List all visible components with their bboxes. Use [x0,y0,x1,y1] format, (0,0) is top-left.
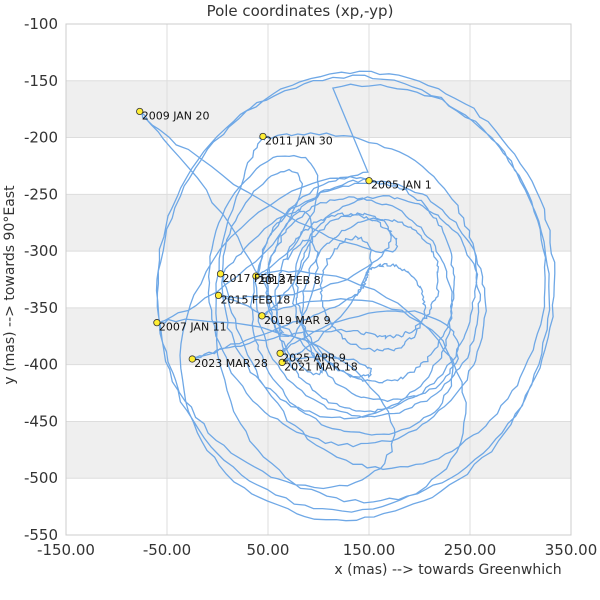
background-band [66,194,571,252]
y-axis-label: y (mas) --> towards 90°East [2,185,18,385]
y-tick-label: -250 [24,185,58,203]
point-marker [188,355,196,363]
point-marker [214,291,223,299]
point-marker [259,132,267,141]
point-label: 2023 MAR 28 [194,357,268,370]
point-label: 2005 JAN 1 [371,179,432,192]
y-tick-label: -500 [24,469,58,487]
point-label: 2021 MAR 18 [284,360,358,373]
point-label: 2017 FEB 27 [223,272,293,285]
y-tick-label: -400 [24,356,58,374]
x-tick-label: -150.00 [37,541,95,559]
annotation-point: 2011 JAN 30 [259,132,333,147]
background-band [66,421,571,479]
annotation-point: 2013 FEB 8 [252,272,321,287]
point-marker [136,107,144,116]
pole-path-line [139,70,556,522]
chart-title: Pole coordinates (xp,-yp) [207,2,394,20]
point-marker [365,177,373,185]
point-marker [252,272,260,280]
x-tick-label: 150.00 [343,541,396,559]
point-marker [258,312,266,320]
annotation-point: 2019 MAR 9 [258,312,331,327]
annotation-point: 2021 MAR 18 [278,358,358,373]
y-tick-label: -150 [24,72,58,90]
background-bands [66,80,571,479]
point-label: 2013 FEB 8 [258,274,321,287]
background-band [66,307,571,365]
annotation-point: 2009 JAN 20 [136,107,210,122]
pole-path-series [139,70,556,522]
x-tick-label: -50.00 [143,541,191,559]
plot-area-border [65,23,572,536]
point-label: 2015 FEB 18 [221,293,291,306]
x-tick-labels: -150.00 -50.00 50.00 150.00 250.00 350.00 [37,541,597,559]
y-tick-label: -300 [24,242,58,260]
y-tick-label: -550 [24,526,58,544]
annotation-point: 2005 JAN 1 [365,177,432,192]
x-tick-label: 250.00 [444,541,497,559]
point-label: 2009 JAN 20 [142,109,210,122]
y-tick-labels: -100 -150 -200 -250 -300 -350 -400 -450 -500 -550 [24,15,58,544]
point-label: 2007 JAN 11 [159,321,227,334]
annotated-points: 2005 JAN 1 2007 JAN 11 2009 JAN 20 2011 JAN… [136,107,432,373]
background-band [66,80,571,138]
annotation-point: 2007 JAN 11 [153,319,227,334]
x-tick-label: 50.00 [247,541,290,559]
annotation-point: 2017 FEB 27 [216,270,293,285]
point-marker [278,358,286,366]
annotation-point: 2015 FEB 18 [214,291,291,306]
y-tick-label: -450 [24,412,58,430]
y-tick-label: -200 [24,129,58,147]
point-label: 2025 APR 9 [282,351,346,364]
point-marker [276,349,284,357]
point-marker [216,270,225,278]
point-label: 2019 MAR 9 [264,314,331,327]
point-label: 2011 JAN 30 [265,134,333,147]
annotation-point: 2023 MAR 28 [188,355,268,370]
x-tick-label: 350.00 [545,541,598,559]
y-tick-label: -350 [24,299,58,317]
x-axis-label: x (mas) --> towards Greenwhich [334,562,561,578]
point-marker [153,319,161,327]
y-tick-label: -100 [24,15,58,33]
annotation-point: 2025 APR 9 [276,349,346,364]
